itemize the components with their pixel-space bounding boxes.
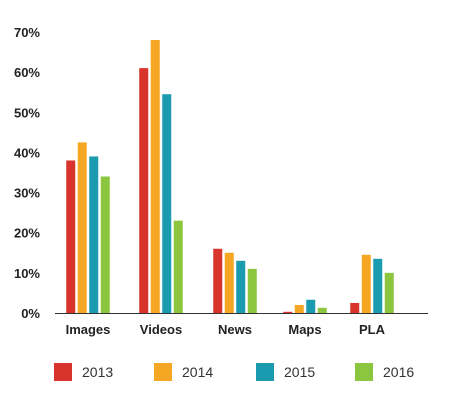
y-tick-label: 70%	[14, 25, 40, 40]
y-tick-label: 0%	[21, 306, 40, 321]
bar-videos-2013	[139, 68, 149, 313]
y-tick-label: 40%	[14, 145, 40, 160]
bar-news-2013	[213, 248, 223, 313]
bar-maps-2015	[306, 299, 316, 313]
legend-label: 2015	[284, 364, 315, 380]
bar-news-2015	[236, 260, 246, 313]
bar-videos-2015	[162, 94, 172, 313]
bar-news-2014	[224, 252, 234, 313]
legend: 2013 2014 2015 2016	[54, 363, 414, 381]
x-tick-label: Maps	[288, 322, 321, 337]
y-tick-label: 30%	[14, 186, 40, 201]
legend-swatch	[54, 363, 72, 381]
legend-swatch	[355, 363, 373, 381]
x-tick-label: PLA	[359, 322, 386, 337]
x-tick-label: News	[218, 322, 252, 337]
bar-news-2016	[247, 268, 257, 313]
bars	[66, 40, 394, 313]
x-tick-label: Images	[66, 322, 111, 337]
x-tick-label: Videos	[140, 322, 182, 337]
y-tick-label: 20%	[14, 226, 40, 241]
y-tick-label: 50%	[14, 105, 40, 120]
bar-pla-2016	[384, 272, 394, 313]
legend-item-2015: 2015	[256, 363, 315, 381]
bar-maps-2014	[294, 304, 304, 313]
legend-swatch	[154, 363, 172, 381]
bar-pla-2015	[373, 258, 383, 313]
legend-item-2013: 2013	[54, 363, 113, 381]
bar-maps-2013	[283, 311, 293, 313]
legend-label: 2014	[182, 364, 213, 380]
bar-pla-2013	[350, 302, 360, 313]
bar-images-2015	[89, 156, 99, 313]
y-axis-ticks: 0% 10% 20% 30% 40% 50% 60% 70%	[14, 25, 40, 321]
legend-label: 2013	[82, 364, 113, 380]
bar-pla-2014	[361, 254, 371, 313]
bar-videos-2014	[150, 40, 160, 313]
bar-videos-2016	[173, 220, 183, 313]
legend-label: 2016	[383, 364, 414, 380]
y-tick-label: 60%	[14, 65, 40, 80]
y-tick-label: 10%	[14, 266, 40, 281]
legend-item-2014: 2014	[154, 363, 213, 381]
bar-images-2014	[77, 142, 87, 313]
legend-item-2016: 2016	[355, 363, 414, 381]
bar-maps-2016	[317, 307, 327, 313]
x-axis-labels: Images Videos News Maps PLA	[66, 322, 386, 337]
bar-images-2016	[100, 176, 110, 313]
bar-images-2013	[66, 160, 76, 313]
legend-swatch	[256, 363, 274, 381]
